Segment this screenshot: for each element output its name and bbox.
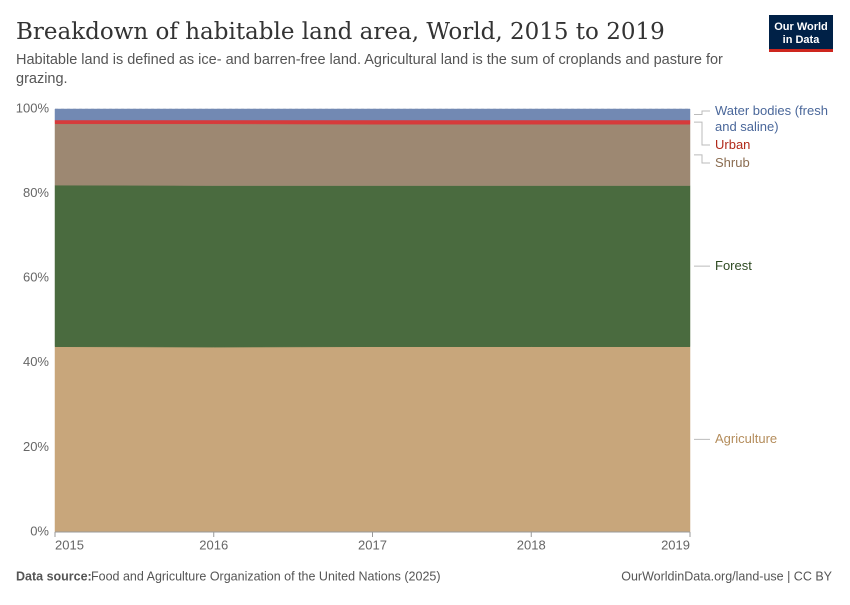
area <box>54 119 691 125</box>
legend-label: Water bodies (fresh and saline) <box>715 103 828 134</box>
x-tick-label: 2016 <box>199 537 228 552</box>
area <box>54 123 691 186</box>
y-tick-label: 80% <box>23 185 49 200</box>
legend-item-box: Water bodies (fresh and saline) <box>715 103 828 134</box>
area <box>54 346 691 533</box>
legend-connector <box>694 110 710 115</box>
legend-item-box: Forest <box>715 258 752 274</box>
x-tick-label: 2017 <box>358 537 387 552</box>
x-tick-label: 2019 <box>661 537 690 552</box>
source-label: Data source: <box>16 569 92 583</box>
y-tick-label: 100% <box>16 100 50 115</box>
legend-label: Shrub <box>715 155 750 170</box>
y-tick-label: 40% <box>23 354 49 369</box>
logo-bg <box>769 15 833 51</box>
area <box>54 108 691 121</box>
y-tick-label: 60% <box>23 270 49 285</box>
area <box>54 184 691 348</box>
legend-item-box: Agriculture <box>715 431 778 447</box>
y-tick-label: 20% <box>23 439 49 454</box>
x-tick-label: 2018 <box>517 537 546 552</box>
legend-label: Forest <box>715 258 752 274</box>
y-tick-label: 0% <box>30 523 49 538</box>
legend-connector <box>694 154 710 164</box>
logo-text: Our World <box>774 21 828 33</box>
legend-item-box: Urban <box>715 137 751 152</box>
legend-connector <box>694 121 710 146</box>
legend-label: Urban <box>715 137 751 152</box>
x-tick-label: 2015 <box>55 537 84 552</box>
logo-stripe <box>769 49 833 52</box>
subtitle: Habitable land is defined as ice- and ba… <box>16 52 723 87</box>
legend-item-box: Shrub <box>715 155 750 170</box>
chart-title: Breakdown of habitable land area, World,… <box>16 19 665 45</box>
area-layer <box>54 108 691 533</box>
logo-text: in Data <box>783 34 821 46</box>
legend-label: Agriculture <box>715 431 778 447</box>
source: Food and Agriculture Organization of the… <box>91 569 441 583</box>
footer-right: OurWorldinData.org/land-use | CC BY <box>621 569 832 583</box>
subtitle-box: Habitable land is defined as ice- and ba… <box>16 52 723 87</box>
